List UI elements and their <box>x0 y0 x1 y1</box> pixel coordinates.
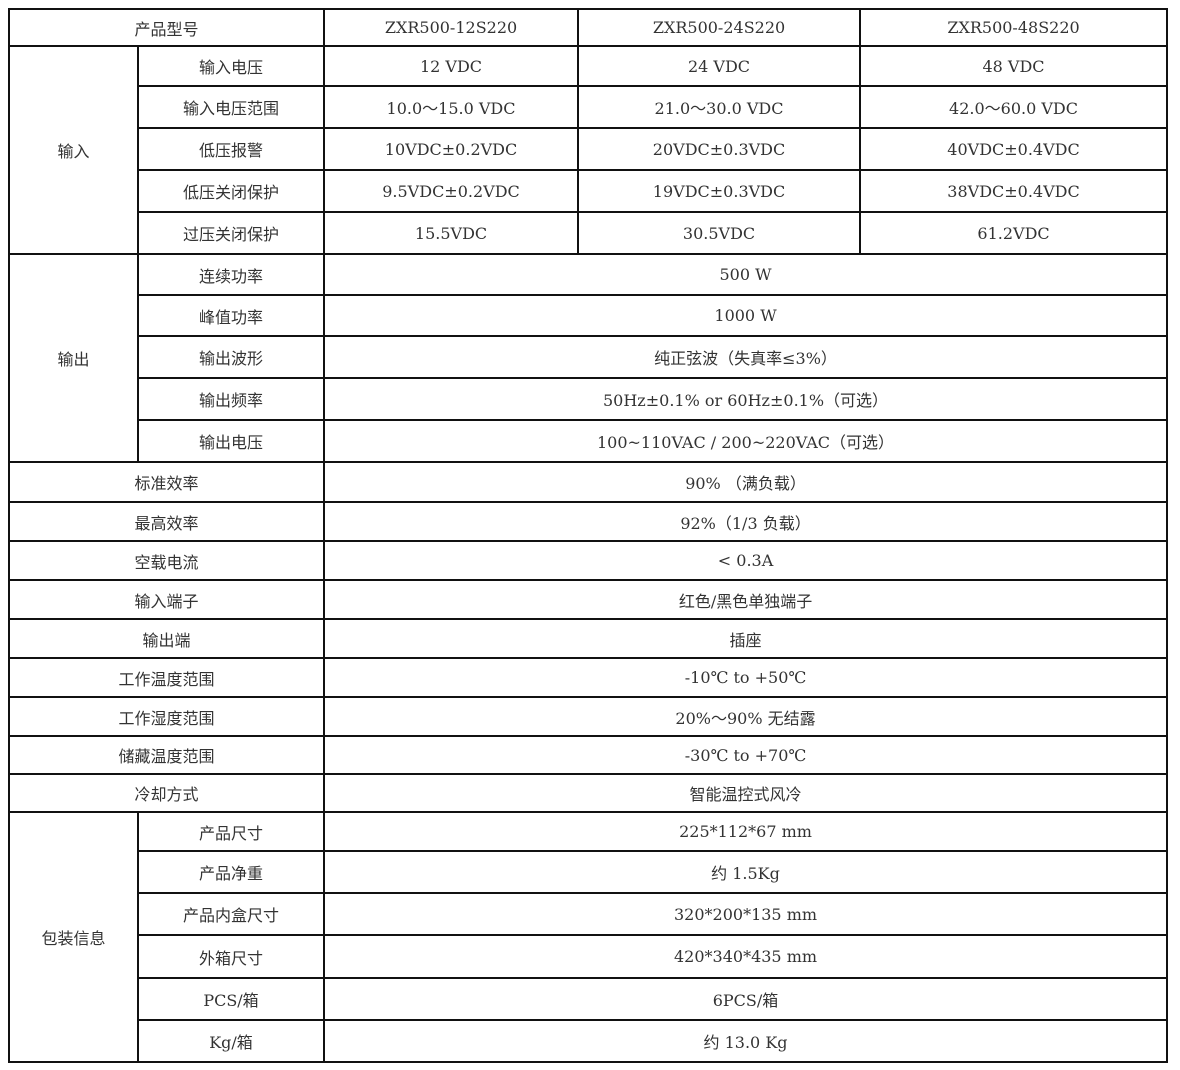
table-row: 包装信息 产品尺寸 225*112*67 mm <box>8 811 1169 1063</box>
row-label: 冷却方式 <box>7 773 326 813</box>
value-cell: < 0.3A <box>323 540 1169 581</box>
table-row: 输出端 插座 <box>7 618 1169 659</box>
value-cell: 100~110VAC / 200~220VAC（可选） <box>323 419 1169 463</box>
row-label: 产品尺寸 <box>136 811 326 852</box>
row-label: 标准效率 <box>7 461 326 503</box>
value-cell: 约 13.0 Kg <box>323 1019 1169 1063</box>
table-row: 输出电压 100~110VAC / 200~220VAC（可选） <box>9 419 1169 463</box>
table-row: 峰值功率 1000 W <box>9 294 1169 337</box>
row-label: 产品内盒尺寸 <box>136 892 326 936</box>
table-row: 产品净重约 1.5Kg <box>9 850 1169 894</box>
table-row: 工作温度范围 -10℃ to +50℃ <box>7 657 1169 698</box>
table-row: 产品内盒尺寸 320*200*135 mm <box>9 892 1169 936</box>
row-label: 过压关闭保护 <box>136 211 326 255</box>
value-cell: 40VDC±0.4VDC <box>859 127 1169 171</box>
value-cell: 约 1.5Kg <box>323 850 1169 894</box>
group-label-packaging: 包装信息 <box>8 811 139 1063</box>
value-cell: 12 VDC <box>323 45 580 87</box>
value-cell: 智能温控式风冷 <box>323 773 1169 813</box>
spec-table: 产品型号 ZXR500-12S220 ZXR500-24S220 ZXR500-48S… <box>7 8 1169 1063</box>
value-cell: 320*200*135 mm <box>323 892 1169 936</box>
value-cell: 21.0～30.0 VDC <box>577 85 862 129</box>
table-row: 低压关闭保护 9.5VDC±0.2VDC 19VDC±0.3VDC 38VDC±0.4… <box>9 169 1169 213</box>
value-cell: -30℃ to +70℃ <box>323 735 1169 775</box>
row-label: 输入端子 <box>7 579 326 620</box>
value-cell: 42.0～60.0 VDC <box>859 85 1169 129</box>
table-row: 输入端子 红色/黑色单独端子 <box>7 579 1169 620</box>
model-header: ZXR500-48S220 <box>859 8 1169 47</box>
value-cell: 15.5VDC <box>323 211 580 255</box>
value-cell: 红色/黑色单独端子 <box>323 579 1169 620</box>
value-cell: 48 VDC <box>859 45 1169 87</box>
table-row: 过压关闭保护 15.5VDC 30.5VDC 61.2VDC <box>9 211 1169 255</box>
table-row: 工作湿度范围 20%～90% 无结露 <box>7 696 1169 737</box>
value-cell: 500 W <box>323 253 1169 296</box>
model-header: ZXR500-24S220 <box>577 8 862 47</box>
model-header: ZXR500-12S220 <box>323 8 580 47</box>
value-cell: 30.5VDC <box>577 211 862 255</box>
value-cell: 10VDC±0.2VDC <box>323 127 580 171</box>
table-row: 低压报警 10VDC±0.2VDC 20VDC±0.3VDC 40VDC±0.4VDC <box>9 127 1169 171</box>
row-label: 低压关闭保护 <box>136 169 326 213</box>
value-cell: 插座 <box>323 618 1169 659</box>
row-label: 工作湿度范围 <box>7 696 326 737</box>
value-cell: 420*340*435 mm <box>323 934 1169 979</box>
value-cell: 225*112*67 mm <box>323 811 1169 852</box>
row-label: 峰值功率 <box>136 294 326 337</box>
row-label: 输出频率 <box>136 377 326 421</box>
row-label: 低压报警 <box>136 127 326 171</box>
value-cell: 19VDC±0.3VDC <box>577 169 862 213</box>
row-label: 空载电流 <box>7 540 326 581</box>
value-cell: 20%～90% 无结露 <box>323 696 1169 737</box>
value-cell: 24 VDC <box>577 45 862 87</box>
value-cell: 9.5VDC±0.2VDC <box>323 169 580 213</box>
row-label: 输出波形 <box>136 335 326 379</box>
row-label: 外箱尺寸 <box>136 934 326 979</box>
value-cell: 10.0～15.0 VDC <box>323 85 580 129</box>
table-row: Kg/箱约 13.0 Kg <box>9 1019 1169 1063</box>
row-label: 连续功率 <box>136 253 326 296</box>
row-label: 输出电压 <box>136 419 326 463</box>
value-cell: 6PCS/箱 <box>323 977 1169 1021</box>
table-row: 输入 输入电压 12 VDC 24 VDC 48 VDC <box>8 45 1169 255</box>
row-label: 工作温度范围 <box>7 657 326 698</box>
group-label-output: 输出 <box>8 253 139 463</box>
table-row: PCS/箱 6PCS/箱 <box>9 977 1169 1021</box>
table-row: 输出 连续功率 500 W <box>8 253 1169 463</box>
table-row: 空载电流 < 0.3A <box>7 540 1169 581</box>
value-cell: 纯正弦波（失真率≤3%） <box>323 335 1169 379</box>
row-label: 储藏温度范围 <box>7 735 326 775</box>
table-row: 最高效率 92%（1/3 负载） <box>7 501 1169 542</box>
value-cell: 90% （满负载） <box>323 461 1169 503</box>
table-row: 标准效率 90% （满负载） <box>7 461 1169 503</box>
table-row: 输出频率 50Hz±0.1% or 60Hz±0.1%（可选） <box>9 377 1169 421</box>
row-label: Kg/箱 <box>136 1019 326 1063</box>
row-label: 产品净重 <box>136 850 326 894</box>
value-cell: -10℃ to +50℃ <box>323 657 1169 698</box>
header-row: 产品型号 ZXR500-12S220 ZXR500-24S220 ZXR500-48S… <box>7 8 1169 47</box>
value-cell: 92%（1/3 负载） <box>323 501 1169 542</box>
row-label: 输出端 <box>7 618 326 659</box>
table-row: 输入电压范围 10.0～15.0 VDC 21.0～30.0 VDC 42.0～60.… <box>9 85 1169 129</box>
value-cell: 20VDC±0.3VDC <box>577 127 862 171</box>
table-row: 外箱尺寸 420*340*435 mm <box>9 934 1169 979</box>
group-label-input: 输入 <box>8 45 139 255</box>
value-cell: 38VDC±0.4VDC <box>859 169 1169 213</box>
row-label: PCS/箱 <box>136 977 326 1021</box>
table-row: 储藏温度范围 -30℃ to +70℃ <box>7 735 1169 775</box>
table-row: 输出波形 纯正弦波（失真率≤3%） <box>9 335 1169 379</box>
row-label: 最高效率 <box>7 501 326 542</box>
header-label: 产品型号 <box>7 8 326 47</box>
value-cell: 50Hz±0.1% or 60Hz±0.1%（可选） <box>323 377 1169 421</box>
value-cell: 1000 W <box>323 294 1169 337</box>
row-label: 输入电压范围 <box>136 85 326 129</box>
row-label: 输入电压 <box>136 45 326 87</box>
table-row: 冷却方式 智能温控式风冷 <box>7 773 1169 813</box>
value-cell: 61.2VDC <box>859 211 1169 255</box>
